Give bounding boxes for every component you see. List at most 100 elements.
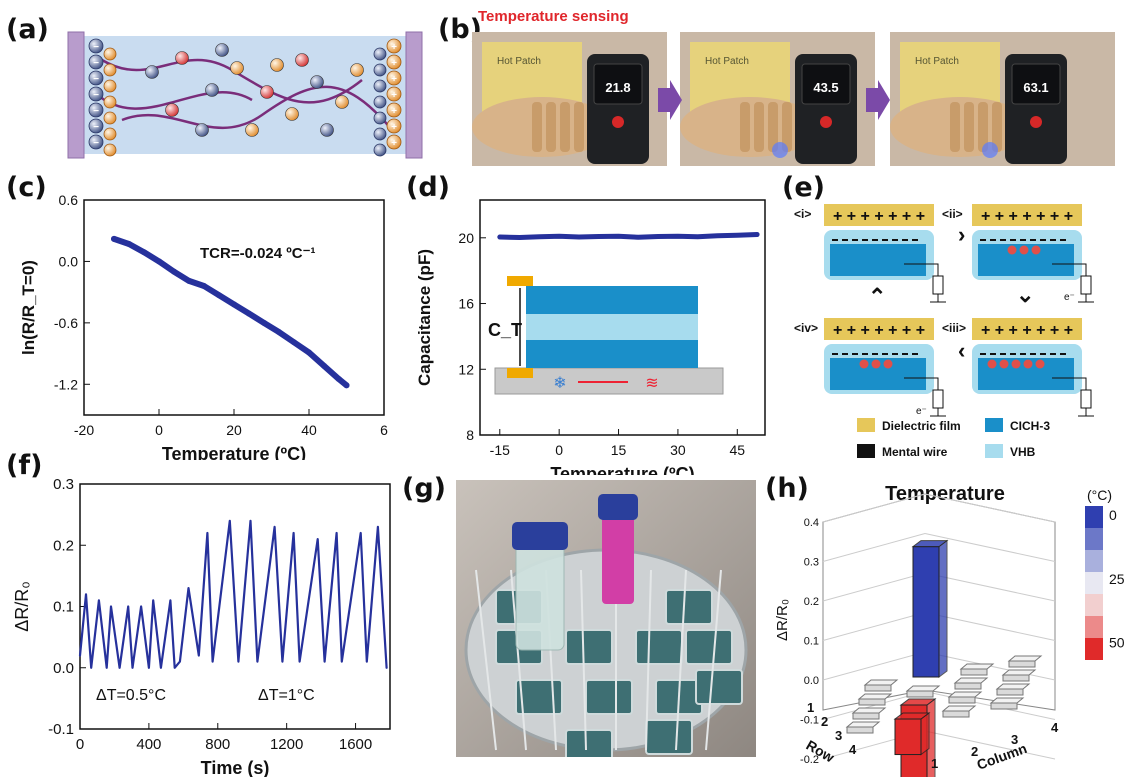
bar-flat: [851, 707, 887, 714]
hot-patch-label: Hot Patch: [497, 56, 541, 67]
thermometer-photo-1: Hot Patch 21.8: [472, 32, 667, 166]
legend-swatch: [985, 444, 1003, 458]
anion-sign: −: [93, 42, 99, 53]
arrow-shape: [658, 80, 682, 120]
bar-flat: [905, 685, 941, 692]
flow-arrow-right: ›: [958, 222, 965, 247]
bar-flat-side: [906, 690, 934, 698]
row-tick-label: 3: [835, 728, 842, 743]
ion: [320, 123, 334, 137]
anion: [88, 118, 104, 134]
data-point: [186, 277, 192, 284]
bar-flat-side: [1002, 674, 1030, 682]
anion: [88, 70, 104, 86]
data-point: [231, 301, 237, 308]
ir-glow: [772, 142, 788, 158]
electron-label: e⁻: [916, 406, 927, 417]
x-tick-label: 45: [730, 442, 746, 458]
sequence-arrow-1: [658, 80, 682, 120]
chart-d: -15 0 15 30 45 20 16 12 8 Temperature (ºC) Capacit…: [415, 199, 766, 475]
bar-flat-side: [960, 668, 988, 676]
anion: [88, 134, 104, 150]
tcr-annotation: TCR=-0.024 ºC⁻¹: [200, 245, 316, 262]
positive-charges: + + + + + + +: [833, 322, 925, 339]
cation: [987, 359, 997, 369]
y-tick-label: -1.2: [54, 376, 78, 392]
cation: [386, 38, 402, 54]
cich-layer: [830, 244, 926, 276]
thermometer-screen: [593, 63, 643, 105]
thermometer-photo-2: Hot Patch 43.5: [680, 32, 875, 166]
x-axis-label: Temperature (ºC): [550, 464, 694, 475]
bar-flat-side: [948, 696, 976, 704]
colorbar-segment: [1085, 594, 1103, 616]
data-point: [336, 376, 342, 383]
sensor-pad: [515, 679, 563, 715]
flow-arrow-up: ⌃: [868, 284, 886, 309]
panel-label-f: (f): [6, 450, 43, 481]
sensor-pad: [585, 679, 633, 715]
lead-wire: [475, 569, 497, 751]
polymer-chain: [121, 85, 393, 131]
legend-label: CICH-3: [1010, 419, 1050, 433]
plot-frame: [479, 199, 766, 436]
x-tick-label: 0: [155, 422, 163, 438]
dielectric-film: [972, 204, 1082, 226]
sensor-pad: [565, 629, 613, 665]
cation: [859, 359, 869, 369]
thermometer-photo-3: Hot Patch 63.1: [890, 32, 1115, 166]
colorbar-tick-label: 0: [1109, 507, 1117, 523]
wooden-finger: [546, 102, 556, 152]
heat-icon: ≋: [645, 375, 658, 392]
anion-sign: −: [93, 138, 99, 149]
chart-f: 0 400 800 1200 1600 0.3 0.2 0.1 0.0 -0.1 Time (s) Δ…: [12, 476, 391, 777]
bar-flat-side: [996, 688, 1024, 696]
panel-label-g: (g): [402, 473, 447, 504]
anion-sign: −: [93, 90, 99, 101]
annotation-1C: ΔT=1°C: [258, 687, 315, 704]
bar-top: [893, 712, 931, 720]
x-tick-label: 800: [205, 736, 230, 753]
thermometer-reading: 63.1: [1023, 80, 1048, 95]
ion: [205, 83, 219, 97]
electron-label: e⁻: [1064, 292, 1075, 303]
cation: [103, 95, 117, 109]
y-tick-label: 8: [466, 427, 474, 443]
panel-a-schematic: − + − + − + − + − + − + − +: [67, 31, 423, 159]
panel-g-photo: [456, 480, 756, 757]
bar-side: [938, 539, 948, 678]
z-tick-label: -0.2: [800, 754, 819, 766]
colorbar-segment: [1085, 528, 1103, 550]
thermometer-button: [612, 116, 624, 128]
wooden-finger: [532, 102, 542, 152]
anion-sign: −: [93, 106, 99, 117]
cation: [386, 86, 402, 102]
pink-vial-cap: [598, 494, 638, 520]
resistor: [932, 275, 944, 295]
ion: [195, 123, 209, 137]
lead-wire: [675, 569, 687, 751]
cation: [1023, 359, 1033, 369]
chart-title: Temperature: [885, 483, 1005, 505]
state-label: <iv>: [794, 321, 818, 335]
y-tick-label: 0.3: [53, 476, 74, 493]
z-tick-label: 0.3: [804, 557, 819, 569]
ion: [310, 75, 324, 89]
data-series-line: [78, 519, 388, 669]
x-tick-label: 30: [670, 442, 686, 458]
data-point: [321, 362, 327, 369]
bar-flat: [995, 683, 1031, 690]
data-point: [246, 310, 252, 317]
bar-flat: [947, 691, 983, 698]
bar-flat-side: [858, 698, 886, 706]
panel-label-d: (d): [406, 172, 451, 203]
bar-flat: [1007, 655, 1043, 662]
bar-flat-side: [942, 710, 970, 718]
anion: [373, 79, 387, 93]
grid-line: [822, 651, 926, 681]
y-tick-label: 12: [458, 361, 474, 377]
data-point: [216, 292, 222, 299]
col-tick-label: 1: [931, 756, 938, 771]
y-tick-label: 20: [458, 230, 474, 246]
y-tick-label: 0.1: [53, 599, 74, 616]
